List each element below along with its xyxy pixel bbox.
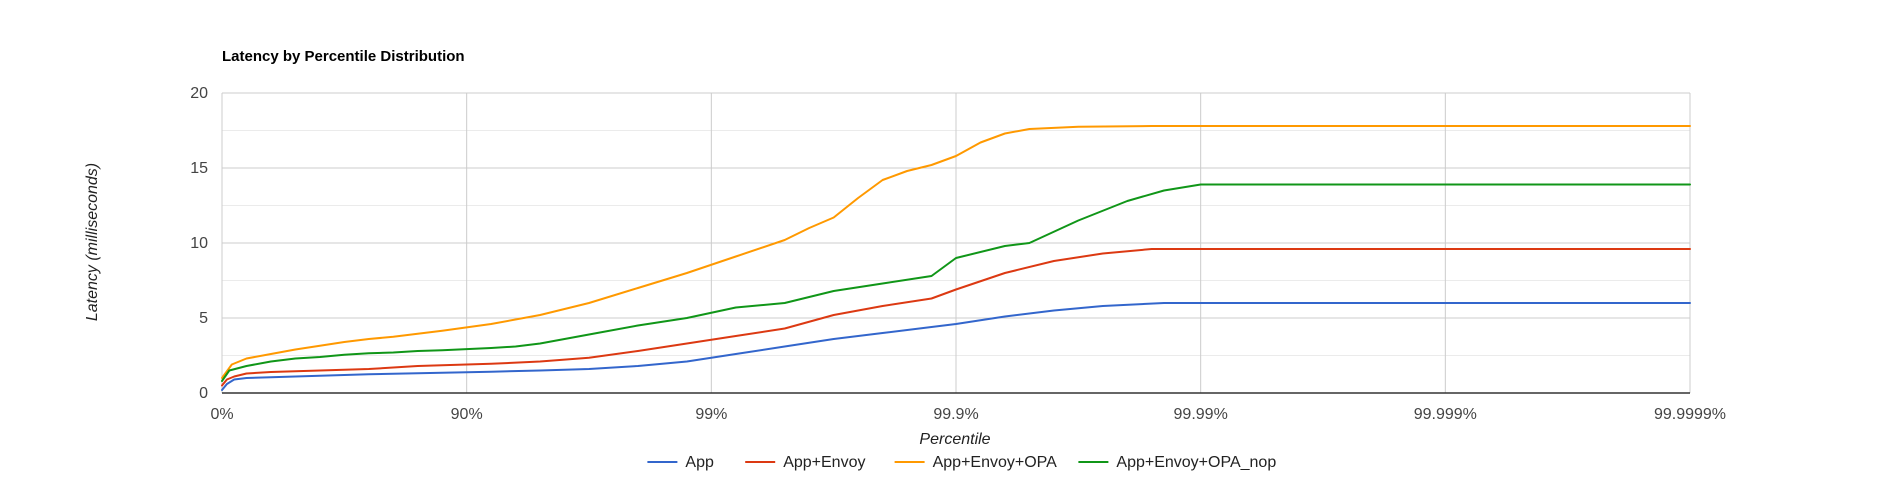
x-tick-label: 0%	[210, 406, 233, 423]
y-tick-label: 10	[190, 235, 208, 252]
grid-lines	[221, 92, 1691, 394]
series-line-3	[221, 183, 1691, 382]
legend: App App+Envoy App+Envoy+OPA App+Envoy+OPA_n…	[647, 454, 1276, 471]
legend-label-1: App+Envoy	[783, 454, 865, 471]
series-lines	[221, 125, 1691, 391]
series-line-1	[221, 248, 1691, 387]
y-tick-label: 20	[190, 85, 208, 102]
series-line-2	[221, 125, 1691, 379]
y-tick-label: 15	[190, 160, 208, 177]
x-tick-label: 90%	[451, 406, 483, 423]
chart-title: Latency by Percentile Distribution	[222, 48, 465, 65]
axis-ticks: 0 5 10 15 20 0% 90% 99% 99.9% 99.99% 99.999% 99.999…	[190, 85, 1726, 423]
x-tick-label: 99.9999%	[1654, 406, 1726, 423]
x-tick-label: 99.999%	[1414, 406, 1477, 423]
legend-label-0: App	[685, 454, 714, 471]
x-tick-label: 99.99%	[1174, 406, 1228, 423]
x-tick-label: 99%	[695, 406, 727, 423]
x-tick-label: 99.9%	[933, 406, 978, 423]
y-tick-label: 5	[199, 310, 208, 327]
y-tick-label: 0	[199, 385, 208, 402]
series-line-0	[221, 302, 1691, 391]
x-axis-label: Percentile	[919, 431, 990, 448]
legend-label-3: App+Envoy+OPA_nop	[1116, 454, 1276, 471]
legend-label-2: App+Envoy+OPA	[933, 454, 1058, 471]
y-axis-label: Latency (milliseconds)	[84, 163, 101, 321]
